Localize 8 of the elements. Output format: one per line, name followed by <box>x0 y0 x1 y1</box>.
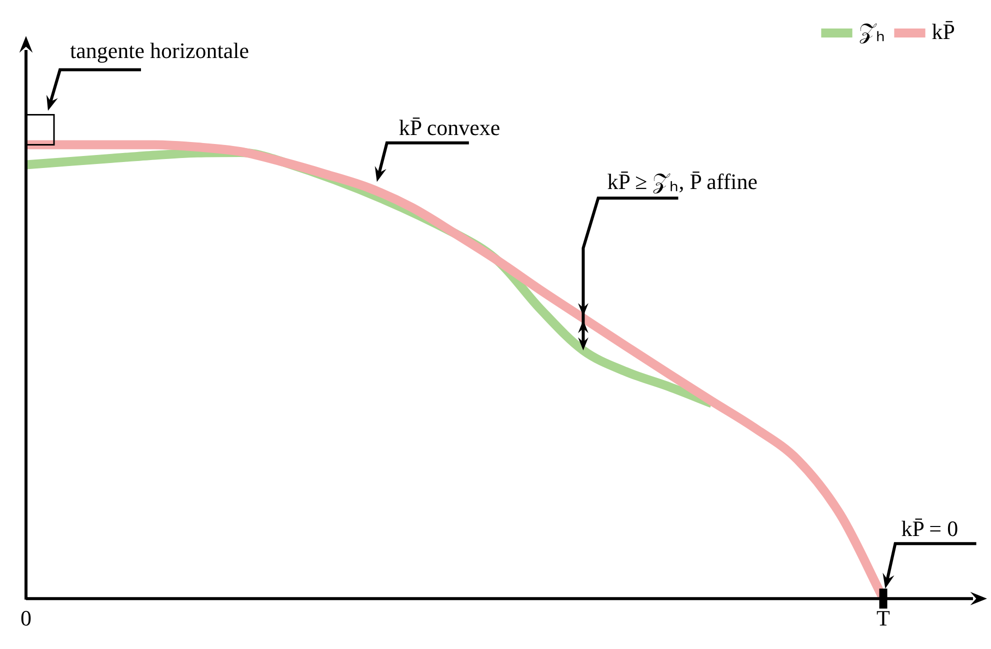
legend-label: kP̄ <box>932 18 956 44</box>
text: tangente horizontale <box>70 38 249 63</box>
x-tick-label: 0 <box>20 606 32 631</box>
text: kP̄ convexe <box>398 114 500 140</box>
x-tick-label: T <box>876 606 891 631</box>
annotation: kP̄ ≥ 𝒵ₕ, P̄ affine <box>607 169 758 194</box>
legend-label: 𝒵ₕ <box>858 18 885 44</box>
annotation: kP̄ = 0 <box>901 516 958 541</box>
